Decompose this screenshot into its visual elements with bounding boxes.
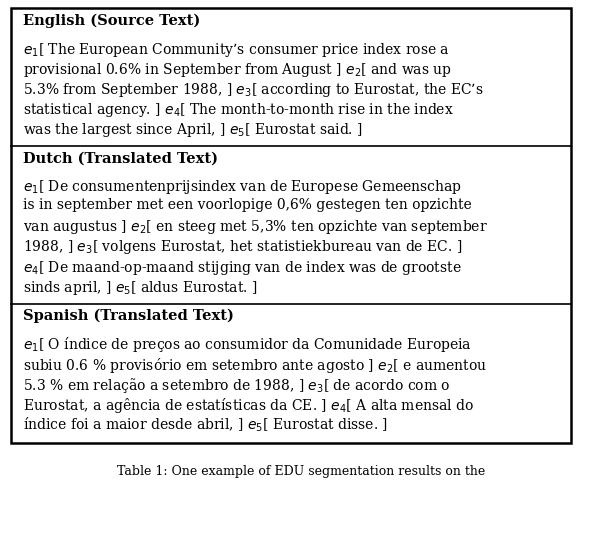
Text: índice foi a maior desde abril, ] $e_5$[ Eurostat disse. ]: índice foi a maior desde abril, ] $e_5$[… xyxy=(23,416,388,434)
Text: subiu 0.6 % provisório em setembro ante agosto ] $e_2$[ e aumentou: subiu 0.6 % provisório em setembro ante … xyxy=(23,355,487,375)
Text: Table 1: One example of EDU segmentation results on the: Table 1: One example of EDU segmentation… xyxy=(117,465,485,478)
Text: $e_1$[ De consumentenprijsindex van de Europese Gemeenschap: $e_1$[ De consumentenprijsindex van de E… xyxy=(23,178,462,196)
Text: $e_1$[ The European Community’s consumer price index rose a: $e_1$[ The European Community’s consumer… xyxy=(23,40,450,59)
Text: sinds april, ] $e_5$[ aldus Eurostat. ]: sinds april, ] $e_5$[ aldus Eurostat. ] xyxy=(23,279,258,296)
Text: English (Source Text): English (Source Text) xyxy=(23,14,200,28)
Text: statistical agency. ] $e_4$[ The month-to-month rise in the index: statistical agency. ] $e_4$[ The month-t… xyxy=(23,101,454,119)
Text: 5.3 % em relação a setembro de 1988, ] $e_3$[ de acordo com o: 5.3 % em relação a setembro de 1988, ] $… xyxy=(23,376,450,395)
Text: Eurostat, a agência de estatísticas da CE. ] $e_4$[ A alta mensal do: Eurostat, a agência de estatísticas da C… xyxy=(23,396,474,415)
Text: van augustus ] $e_2$[ en steeg met 5,3% ten opzichte van september: van augustus ] $e_2$[ en steeg met 5,3% … xyxy=(23,218,488,236)
Text: was the largest since April, ] $e_5$[ Eurostat said. ]: was the largest since April, ] $e_5$[ Eu… xyxy=(23,121,363,139)
Text: Spanish (Translated Text): Spanish (Translated Text) xyxy=(23,309,234,323)
Text: Dutch (Translated Text): Dutch (Translated Text) xyxy=(23,151,218,165)
Text: provisional 0.6% in September from August ] $e_2$[ and was up: provisional 0.6% in September from Augus… xyxy=(23,61,451,79)
Text: $e_1$[ O índice de preços ao consumidor da Comunidade Europeia: $e_1$[ O índice de preços ao consumidor … xyxy=(23,336,472,354)
Text: 1988, ] $e_3$[ volgens Eurostat, het statistiekbureau van de EC. ]: 1988, ] $e_3$[ volgens Eurostat, het sta… xyxy=(23,238,462,256)
Text: is in september met een voorlopige 0,6% gestegen ten opzichte: is in september met een voorlopige 0,6% … xyxy=(23,198,471,212)
Bar xyxy=(11,8,571,443)
Text: 5.3% from September 1988, ] $e_3$[ according to Eurostat, the EC’s: 5.3% from September 1988, ] $e_3$[ accor… xyxy=(23,81,483,99)
Text: $e_4$[ De maand-op-maand stijging van de index was de grootste: $e_4$[ De maand-op-maand stijging van de… xyxy=(23,258,462,277)
